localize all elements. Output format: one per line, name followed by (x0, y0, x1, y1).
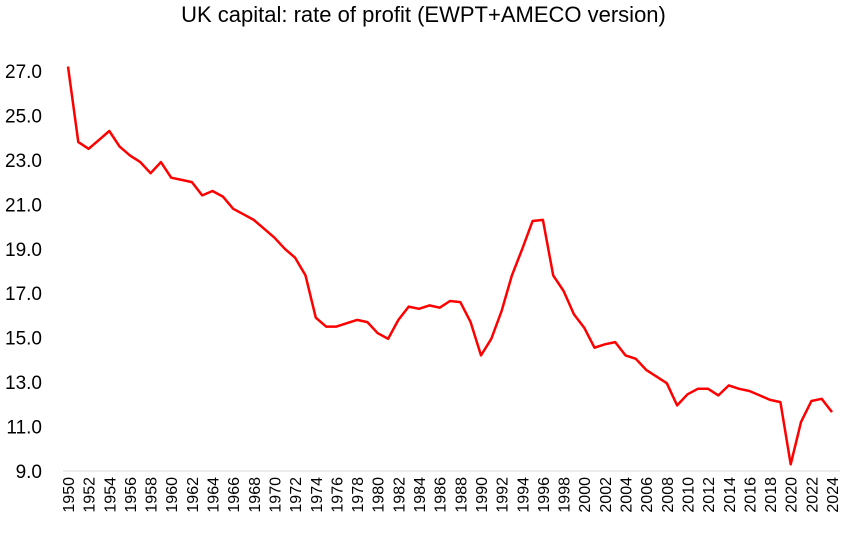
x-tick-label: 1988 (453, 477, 470, 513)
x-tick-label: 1978 (350, 477, 367, 513)
y-tick-label: 27.0 (5, 62, 42, 83)
profit-rate-line (66, 66, 833, 466)
x-tick-label: 1974 (309, 477, 326, 513)
x-tick-label: 1984 (412, 477, 429, 513)
x-tick-label: 1964 (206, 477, 223, 513)
y-tick-label: 11.0 (6, 418, 42, 439)
x-tick-label: 2008 (660, 477, 677, 513)
x-tick-label: 2002 (598, 477, 615, 513)
x-axis-ticks: 1950 1952 1954 1956 1958 1960 1962 1964 1966 1968… (61, 477, 842, 513)
x-tick-label: 1994 (515, 477, 532, 513)
x-tick-label: 1972 (288, 477, 305, 513)
x-tick-label: 1960 (164, 477, 181, 513)
x-tick-label: 1980 (371, 477, 388, 513)
y-tick-label: 19.0 (5, 240, 42, 261)
x-tick-label: 1954 (102, 477, 119, 513)
x-tick-label: 1968 (247, 477, 264, 513)
x-tick-label: 1950 (61, 477, 78, 513)
chart-title: UK capital: rate of profit (EWPT+AMECO v… (181, 2, 666, 27)
x-tick-label: 2016 (742, 477, 759, 513)
x-tick-label: 2020 (784, 477, 801, 513)
x-tick-label: 1958 (144, 477, 161, 513)
x-tick-label: 1970 (267, 477, 284, 513)
x-tick-label: 1966 (226, 477, 243, 513)
x-tick-label: 1976 (329, 477, 346, 513)
y-tick-label: 15.0 (5, 329, 42, 350)
y-tick-label: 25.0 (5, 106, 42, 127)
y-tick-label: 23.0 (5, 151, 42, 172)
y-tick-label: 21.0 (5, 195, 42, 216)
x-tick-label: 2022 (804, 477, 821, 513)
x-tick-label: 2006 (639, 477, 656, 513)
x-tick-label: 1952 (82, 477, 99, 513)
x-tick-label: 2010 (680, 477, 697, 513)
x-tick-label: 1962 (185, 477, 202, 513)
x-tick-label: 2004 (619, 477, 636, 513)
x-tick-label: 1956 (123, 477, 140, 513)
x-tick-label: 1992 (495, 477, 512, 513)
y-tick-label: 13.0 (5, 373, 42, 394)
x-tick-label: 1998 (557, 477, 574, 513)
x-tick-label: 2018 (763, 477, 780, 513)
y-tick-label: 17.0 (5, 284, 42, 305)
x-tick-label: 1982 (391, 477, 408, 513)
x-tick-label: 1996 (536, 477, 553, 513)
x-tick-label: 2024 (825, 477, 842, 513)
x-tick-label: 1986 (433, 477, 450, 513)
x-tick-label: 2012 (701, 477, 718, 513)
y-axis-ticks: 27.0 25.0 23.0 21.0 19.0 17.0 15.0 13.0 11.0 9.0 (5, 62, 42, 483)
x-tick-label: 2000 (577, 477, 594, 513)
y-tick-label: 9.0 (16, 462, 42, 483)
x-tick-label: 1990 (474, 477, 491, 513)
x-tick-label: 2014 (722, 477, 739, 513)
